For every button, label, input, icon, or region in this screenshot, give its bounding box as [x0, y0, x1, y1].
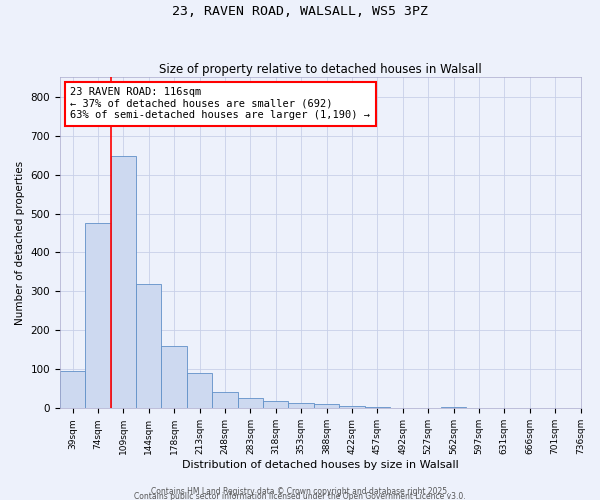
Bar [339, 406, 365, 408]
Bar [441, 407, 466, 408]
Bar [289, 402, 314, 408]
X-axis label: Distribution of detached houses by size in Walsall: Distribution of detached houses by size … [182, 460, 458, 470]
Bar [136, 284, 161, 408]
Bar [365, 407, 390, 408]
Text: 23 RAVEN ROAD: 116sqm
← 37% of detached houses are smaller (692)
63% of semi-det: 23 RAVEN ROAD: 116sqm ← 37% of detached … [70, 87, 370, 120]
Bar [212, 392, 238, 408]
Text: Contains public sector information licensed under the Open Government Licence v3: Contains public sector information licen… [134, 492, 466, 500]
Bar [60, 372, 85, 408]
Bar [238, 398, 263, 408]
Bar [161, 346, 187, 408]
Bar [314, 404, 339, 408]
Text: Contains HM Land Registry data © Crown copyright and database right 2025.: Contains HM Land Registry data © Crown c… [151, 487, 449, 496]
Bar [85, 224, 110, 408]
Bar [263, 400, 289, 408]
Bar [187, 372, 212, 408]
Y-axis label: Number of detached properties: Number of detached properties [15, 160, 25, 325]
Text: 23, RAVEN ROAD, WALSALL, WS5 3PZ: 23, RAVEN ROAD, WALSALL, WS5 3PZ [172, 5, 428, 18]
Bar [110, 156, 136, 408]
Title: Size of property relative to detached houses in Walsall: Size of property relative to detached ho… [159, 63, 482, 76]
